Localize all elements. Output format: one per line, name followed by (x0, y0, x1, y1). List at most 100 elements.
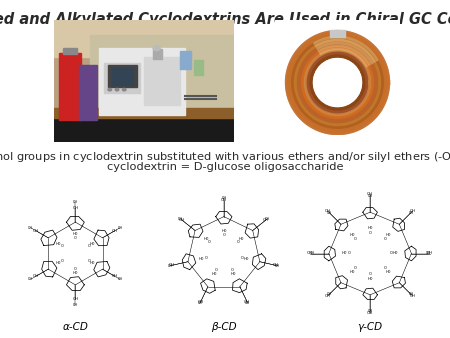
Text: O: O (205, 256, 207, 260)
Circle shape (115, 89, 119, 91)
Text: HO: HO (73, 232, 78, 236)
Text: HO: HO (239, 237, 244, 241)
Text: OH: OH (28, 277, 33, 281)
Text: OH: OH (178, 217, 183, 221)
Text: HO: HO (231, 272, 237, 276)
Text: Alcohol groups in cyclodextrin substituted with various ethers and/or silyl ethe: Alcohol groups in cyclodextrin substitut… (0, 150, 450, 164)
Circle shape (122, 89, 126, 91)
Bar (153, 49, 162, 59)
Text: OH: OH (368, 194, 373, 198)
Text: OH: OH (325, 209, 331, 213)
Circle shape (314, 58, 361, 106)
Text: OH: OH (73, 303, 78, 307)
Text: HO: HO (349, 270, 355, 273)
Text: O: O (88, 259, 90, 263)
Bar (54, 108, 234, 118)
Text: β-CD: β-CD (211, 322, 237, 332)
Text: O: O (60, 259, 63, 263)
Bar (63, 48, 77, 54)
Text: OH: OH (409, 292, 414, 296)
Circle shape (108, 89, 112, 91)
Text: O: O (74, 236, 77, 240)
Text: HO: HO (393, 251, 398, 256)
Text: OH: OH (73, 200, 78, 204)
Text: OH: OH (198, 301, 203, 305)
Text: OH: OH (273, 263, 279, 267)
Text: OH: OH (409, 211, 414, 215)
Text: OH: OH (367, 192, 373, 196)
Bar (99, 48, 185, 115)
Text: HO: HO (342, 251, 347, 256)
Text: OH: OH (245, 301, 250, 305)
Text: HO: HO (386, 270, 391, 273)
Text: OH: OH (367, 311, 373, 315)
Text: O: O (237, 240, 240, 244)
Text: O: O (60, 244, 63, 248)
Text: OH: OH (169, 263, 175, 267)
Text: OH: OH (28, 226, 33, 230)
Text: OH: OH (117, 277, 122, 281)
Text: OH: OH (410, 209, 415, 213)
Text: HO: HO (56, 242, 61, 246)
Circle shape (153, 46, 160, 51)
Text: OH: OH (72, 297, 78, 301)
Text: HO: HO (90, 261, 95, 265)
Text: HO: HO (349, 234, 355, 237)
Text: OH: OH (427, 251, 433, 256)
Text: OH: OH (117, 226, 122, 230)
Text: O: O (240, 256, 243, 260)
Text: OH: OH (112, 274, 118, 278)
Text: OH: OH (179, 218, 185, 222)
Bar (330, 30, 345, 37)
Bar (108, 65, 137, 87)
Text: O: O (383, 266, 386, 270)
Text: OH: OH (221, 196, 226, 200)
Text: OH: OH (327, 211, 332, 215)
Text: OH: OH (368, 309, 373, 313)
Text: O: O (230, 268, 233, 272)
Text: O: O (389, 251, 392, 256)
Text: O: O (354, 237, 357, 241)
Text: HO: HO (221, 228, 226, 233)
Text: cyclodextrin = D-glucose oligosaccharide: cyclodextrin = D-glucose oligosaccharide (107, 162, 343, 172)
Text: OH: OH (327, 292, 332, 296)
Text: HO: HO (211, 272, 216, 276)
Bar (194, 61, 203, 75)
Bar (79, 65, 97, 120)
Text: HO: HO (203, 237, 209, 241)
Text: O: O (383, 237, 386, 241)
Text: HO: HO (386, 234, 391, 237)
Bar (54, 20, 234, 57)
Text: OH: OH (325, 294, 331, 298)
Text: Silylated and Alkylated Cyclodextrins Are Used in Chiral GC Columns: Silylated and Alkylated Cyclodextrins Ar… (0, 12, 450, 27)
Text: HO: HO (368, 277, 373, 281)
Text: OH: OH (244, 300, 250, 304)
Bar (59, 53, 81, 120)
Text: OH: OH (33, 274, 39, 278)
Bar (90, 35, 234, 108)
Text: OH: OH (72, 206, 78, 210)
Bar (104, 63, 140, 93)
Text: O: O (348, 251, 351, 256)
Text: OH: OH (310, 251, 315, 256)
Text: HO: HO (368, 226, 373, 230)
Text: α-CD: α-CD (63, 322, 88, 332)
Bar (112, 68, 133, 85)
Text: OH: OH (410, 294, 415, 298)
Text: OH: OH (112, 229, 118, 233)
Text: OH: OH (33, 229, 39, 233)
Text: O: O (354, 266, 357, 270)
Text: O: O (88, 244, 90, 248)
Text: O: O (369, 272, 372, 276)
Bar (144, 57, 180, 105)
Text: HO: HO (56, 261, 61, 265)
Text: OH: OH (275, 264, 280, 268)
Text: OH: OH (426, 251, 431, 256)
Circle shape (314, 58, 361, 106)
Text: O: O (222, 233, 225, 237)
Text: O: O (74, 267, 77, 271)
Text: OH: OH (263, 218, 269, 222)
Text: OH: OH (265, 217, 270, 221)
Text: HO: HO (199, 257, 204, 261)
Text: OH: OH (307, 251, 313, 256)
